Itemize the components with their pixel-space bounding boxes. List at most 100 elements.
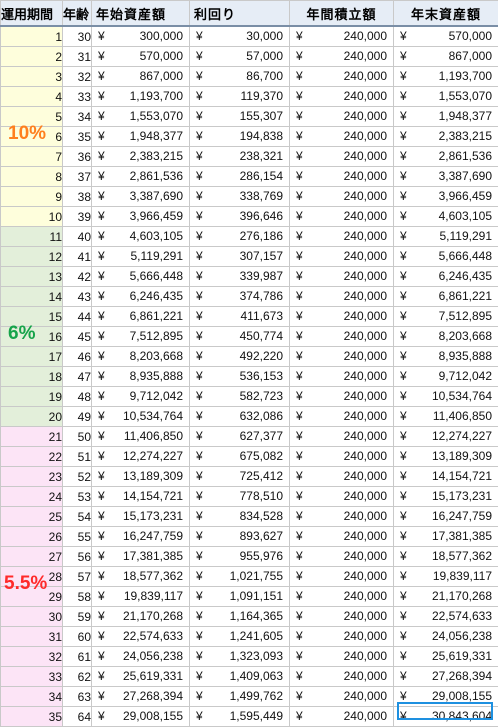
cell-end-assets[interactable]: ¥3,387,690 bbox=[394, 167, 498, 187]
cell-annual-contribution[interactable]: ¥240,000 bbox=[290, 627, 394, 647]
cell-return[interactable]: ¥194,838 bbox=[190, 127, 290, 147]
cell-period[interactable]: 34 bbox=[1, 687, 63, 707]
cell-annual-contribution[interactable]: ¥240,000 bbox=[290, 87, 394, 107]
cell-end-assets[interactable]: ¥15,173,231 bbox=[394, 487, 498, 507]
cell-period[interactable]: 33 bbox=[1, 667, 63, 687]
cell-period[interactable]: 35 bbox=[1, 707, 63, 727]
cell-end-assets[interactable]: ¥21,170,268 bbox=[394, 587, 498, 607]
header-return[interactable]: 利回り bbox=[190, 1, 290, 27]
cell-end-assets[interactable]: ¥29,008,155 bbox=[394, 687, 498, 707]
cell-start-assets[interactable]: ¥6,246,435 bbox=[92, 287, 190, 307]
cell-end-assets[interactable]: ¥27,268,394 bbox=[394, 667, 498, 687]
cell-period[interactable]: 18 bbox=[1, 367, 63, 387]
cell-start-assets[interactable]: ¥19,839,117 bbox=[92, 587, 190, 607]
cell-start-assets[interactable]: ¥13,189,309 bbox=[92, 467, 190, 487]
cell-annual-contribution[interactable]: ¥240,000 bbox=[290, 187, 394, 207]
cell-annual-contribution[interactable]: ¥240,000 bbox=[290, 407, 394, 427]
cell-end-assets[interactable]: ¥5,119,291 bbox=[394, 227, 498, 247]
cell-annual-contribution[interactable]: ¥240,000 bbox=[290, 707, 394, 727]
cell-start-assets[interactable]: ¥8,203,668 bbox=[92, 347, 190, 367]
cell-start-assets[interactable]: ¥867,000 bbox=[92, 67, 190, 87]
cell-return[interactable]: ¥627,377 bbox=[190, 427, 290, 447]
cell-end-assets[interactable]: ¥17,381,385 bbox=[394, 527, 498, 547]
cell-age[interactable]: 40 bbox=[63, 227, 92, 247]
cell-end-assets[interactable]: ¥19,839,117 bbox=[394, 567, 498, 587]
cell-annual-contribution[interactable]: ¥240,000 bbox=[290, 467, 394, 487]
cell-annual-contribution[interactable]: ¥240,000 bbox=[290, 547, 394, 567]
cell-end-assets[interactable]: ¥18,577,362 bbox=[394, 547, 498, 567]
cell-annual-contribution[interactable]: ¥240,000 bbox=[290, 327, 394, 347]
cell-end-assets[interactable]: ¥5,666,448 bbox=[394, 247, 498, 267]
cell-annual-contribution[interactable]: ¥240,000 bbox=[290, 347, 394, 367]
cell-return[interactable]: ¥1,241,605 bbox=[190, 627, 290, 647]
cell-age[interactable]: 49 bbox=[63, 407, 92, 427]
cell-end-assets[interactable]: ¥6,246,435 bbox=[394, 267, 498, 287]
cell-return[interactable]: ¥893,627 bbox=[190, 527, 290, 547]
cell-period[interactable]: 31 bbox=[1, 627, 63, 647]
cell-end-assets[interactable]: ¥25,619,331 bbox=[394, 647, 498, 667]
cell-end-assets[interactable]: ¥4,603,105 bbox=[394, 207, 498, 227]
cell-end-assets[interactable]: ¥12,274,227 bbox=[394, 427, 498, 447]
cell-return[interactable]: ¥536,153 bbox=[190, 367, 290, 387]
cell-start-assets[interactable]: ¥27,268,394 bbox=[92, 687, 190, 707]
cell-return[interactable]: ¥1,499,762 bbox=[190, 687, 290, 707]
cell-period[interactable]: 9 bbox=[1, 187, 63, 207]
cell-end-assets[interactable]: ¥1,193,700 bbox=[394, 67, 498, 87]
cell-period[interactable]: 24 bbox=[1, 487, 63, 507]
cell-end-assets[interactable]: ¥16,247,759 bbox=[394, 507, 498, 527]
cell-start-assets[interactable]: ¥3,966,459 bbox=[92, 207, 190, 227]
cell-return[interactable]: ¥374,786 bbox=[190, 287, 290, 307]
cell-period[interactable]: 20 bbox=[1, 407, 63, 427]
cell-return[interactable]: ¥86,700 bbox=[190, 67, 290, 87]
cell-return[interactable]: ¥492,220 bbox=[190, 347, 290, 367]
cell-age[interactable]: 37 bbox=[63, 167, 92, 187]
cell-annual-contribution[interactable]: ¥240,000 bbox=[290, 227, 394, 247]
cell-period[interactable]: 22 bbox=[1, 447, 63, 467]
cell-annual-contribution[interactable]: ¥240,000 bbox=[290, 447, 394, 467]
cell-annual-contribution[interactable]: ¥240,000 bbox=[290, 687, 394, 707]
cell-return[interactable]: ¥276,186 bbox=[190, 227, 290, 247]
cell-end-assets[interactable]: ¥24,056,238 bbox=[394, 627, 498, 647]
cell-annual-contribution[interactable]: ¥240,000 bbox=[290, 527, 394, 547]
cell-start-assets[interactable]: ¥5,119,291 bbox=[92, 247, 190, 267]
cell-age[interactable]: 42 bbox=[63, 267, 92, 287]
cell-period[interactable]: 1 bbox=[1, 26, 63, 47]
cell-annual-contribution[interactable]: ¥240,000 bbox=[290, 507, 394, 527]
cell-period[interactable]: 7 bbox=[1, 147, 63, 167]
cell-period[interactable]: 30 bbox=[1, 607, 63, 627]
cell-end-assets[interactable]: ¥7,512,895 bbox=[394, 307, 498, 327]
header-start-assets[interactable]: 年始資産額 bbox=[92, 1, 190, 27]
header-annual-contribution[interactable]: 年間積立額 bbox=[290, 1, 394, 27]
cell-return[interactable]: ¥778,510 bbox=[190, 487, 290, 507]
cell-start-assets[interactable]: ¥1,193,700 bbox=[92, 87, 190, 107]
cell-age[interactable]: 53 bbox=[63, 487, 92, 507]
cell-start-assets[interactable]: ¥5,666,448 bbox=[92, 267, 190, 287]
cell-annual-contribution[interactable]: ¥240,000 bbox=[290, 47, 394, 67]
cell-end-assets[interactable]: ¥3,966,459 bbox=[394, 187, 498, 207]
cell-end-assets[interactable]: ¥14,154,721 bbox=[394, 467, 498, 487]
cell-age[interactable]: 52 bbox=[63, 467, 92, 487]
cell-start-assets[interactable]: ¥2,861,536 bbox=[92, 167, 190, 187]
cell-return[interactable]: ¥30,000 bbox=[190, 26, 290, 47]
cell-end-assets[interactable]: ¥9,712,042 bbox=[394, 367, 498, 387]
cell-age[interactable]: 48 bbox=[63, 387, 92, 407]
cell-annual-contribution[interactable]: ¥240,000 bbox=[290, 67, 394, 87]
cell-annual-contribution[interactable]: ¥240,000 bbox=[290, 567, 394, 587]
cell-age[interactable]: 43 bbox=[63, 287, 92, 307]
cell-annual-contribution[interactable]: ¥240,000 bbox=[290, 127, 394, 147]
cell-end-assets[interactable]: ¥8,203,668 bbox=[394, 327, 498, 347]
header-period[interactable]: 運用期間 bbox=[1, 1, 63, 27]
cell-period[interactable]: 10 bbox=[1, 207, 63, 227]
cell-age[interactable]: 57 bbox=[63, 567, 92, 587]
cell-return[interactable]: ¥1,164,365 bbox=[190, 607, 290, 627]
cell-end-assets[interactable]: ¥570,000 bbox=[394, 26, 498, 47]
cell-period[interactable]: 17 bbox=[1, 347, 63, 367]
cell-start-assets[interactable]: ¥3,387,690 bbox=[92, 187, 190, 207]
cell-return[interactable]: ¥155,307 bbox=[190, 107, 290, 127]
cell-start-assets[interactable]: ¥25,619,331 bbox=[92, 667, 190, 687]
cell-age[interactable]: 35 bbox=[63, 127, 92, 147]
cell-start-assets[interactable]: ¥1,948,377 bbox=[92, 127, 190, 147]
cell-period[interactable]: 21 bbox=[1, 427, 63, 447]
cell-return[interactable]: ¥339,987 bbox=[190, 267, 290, 287]
cell-end-assets[interactable]: ¥30,843,604 bbox=[394, 707, 498, 727]
